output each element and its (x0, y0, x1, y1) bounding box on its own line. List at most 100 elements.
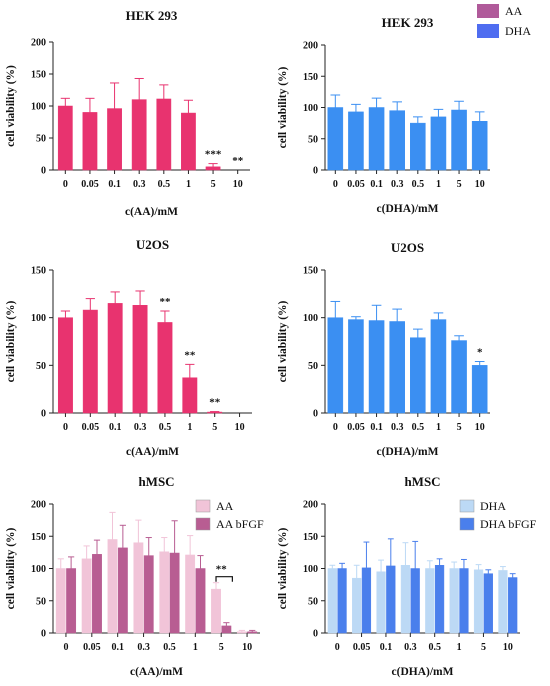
bar (82, 309, 98, 414)
bar (132, 305, 148, 414)
x-tick-label: 1 (193, 642, 198, 653)
bar (386, 565, 396, 634)
x-tick-label: 0.05 (83, 642, 101, 653)
bar (376, 571, 386, 634)
x-tick-label: 10 (242, 642, 252, 653)
y-tick-label: 150 (31, 532, 46, 543)
y-axis-label: cell viability (%) (5, 527, 17, 609)
x-axis-label: c(AA)/mM (130, 666, 183, 678)
y-tick-label: 200 (303, 41, 318, 52)
chart-title: U2OS (136, 237, 169, 252)
significance-marker: ** (216, 564, 228, 576)
x-tick-label: 0.3 (391, 422, 404, 433)
x-tick-label: 0 (63, 642, 68, 653)
legend-swatch (195, 499, 211, 513)
x-tick-label: 0.1 (380, 642, 393, 653)
y-tick-label: 150 (31, 70, 46, 81)
y-tick-label: 0 (41, 629, 46, 640)
x-tick-label: 1 (436, 422, 441, 433)
legend-swatch (195, 517, 211, 531)
y-tick-label: 0 (313, 629, 318, 640)
x-axis-label: c(DHA)/mM (377, 446, 439, 458)
x-axis-label: c(DHA)/mM (377, 203, 439, 215)
legend-label: DHA bFGF (480, 517, 537, 531)
chart-title: HEK 293 (382, 15, 434, 30)
bar (348, 111, 364, 171)
bar (195, 568, 206, 634)
legend-swatch (477, 4, 499, 18)
chart-title: hMSC (404, 474, 440, 489)
bar (473, 569, 484, 634)
legend-label: AA (505, 4, 523, 18)
x-tick-label: 0.1 (370, 422, 383, 433)
x-tick-label: 10 (475, 422, 485, 433)
bar (352, 577, 362, 634)
bar (425, 568, 435, 634)
chart-title: hMSC (138, 474, 174, 489)
x-tick-label: 5 (212, 422, 217, 433)
x-tick-label: 0.05 (353, 642, 371, 653)
y-tick-label: 100 (31, 564, 46, 575)
bar (181, 112, 196, 171)
bar (327, 317, 344, 414)
bar (451, 340, 467, 414)
bar (337, 568, 347, 634)
bar (471, 121, 488, 171)
bar (459, 568, 469, 634)
x-axis-label: c(AA)/mM (126, 446, 179, 458)
x-tick-label: 0.1 (109, 422, 122, 433)
bar (159, 551, 170, 634)
bar (169, 552, 180, 634)
bar (483, 573, 493, 634)
bar (107, 303, 123, 414)
legend-label: AA (216, 499, 234, 513)
bar (185, 554, 196, 634)
legend-swatch (459, 499, 475, 513)
x-tick-label: 0.3 (391, 179, 404, 190)
x-tick-label: 10 (235, 422, 245, 433)
x-tick-label: 1 (186, 179, 191, 190)
bar (131, 99, 147, 171)
bar (410, 122, 426, 171)
y-tick-label: 150 (303, 72, 318, 83)
bar (430, 116, 447, 171)
y-tick-label: 50 (36, 361, 46, 372)
significance-marker: * (477, 347, 483, 359)
bar (368, 320, 385, 414)
x-tick-label: 5 (219, 642, 224, 653)
x-tick-label: 0.05 (82, 422, 100, 433)
x-tick-label: 5 (457, 179, 462, 190)
bar (133, 542, 144, 634)
x-tick-label: 0.05 (81, 179, 99, 190)
significance-marker: ** (184, 349, 196, 361)
chart-title: U2OS (391, 240, 424, 255)
legend-label: DHA (480, 499, 506, 513)
x-tick-label: 0.1 (108, 179, 121, 190)
bar (247, 631, 258, 634)
bar (389, 110, 405, 171)
y-tick-label: 100 (31, 313, 46, 324)
bar (205, 166, 221, 171)
x-tick-label: 0.1 (370, 179, 383, 190)
bar (107, 108, 122, 171)
x-tick-label: 0.5 (158, 179, 171, 190)
y-tick-label: 50 (36, 596, 46, 607)
legend-label: DHA (505, 24, 531, 38)
x-tick-label: 0.05 (347, 422, 365, 433)
y-tick-label: 200 (31, 500, 46, 511)
bar (66, 568, 77, 634)
bar (207, 411, 223, 414)
bar (434, 565, 445, 634)
x-tick-label: 1 (436, 179, 441, 190)
y-tick-label: 100 (303, 564, 318, 575)
x-tick-label: 10 (503, 642, 513, 653)
y-tick-label: 150 (303, 532, 318, 543)
x-tick-label: 0 (333, 422, 338, 433)
y-axis-label: cell viability (%) (5, 65, 17, 147)
